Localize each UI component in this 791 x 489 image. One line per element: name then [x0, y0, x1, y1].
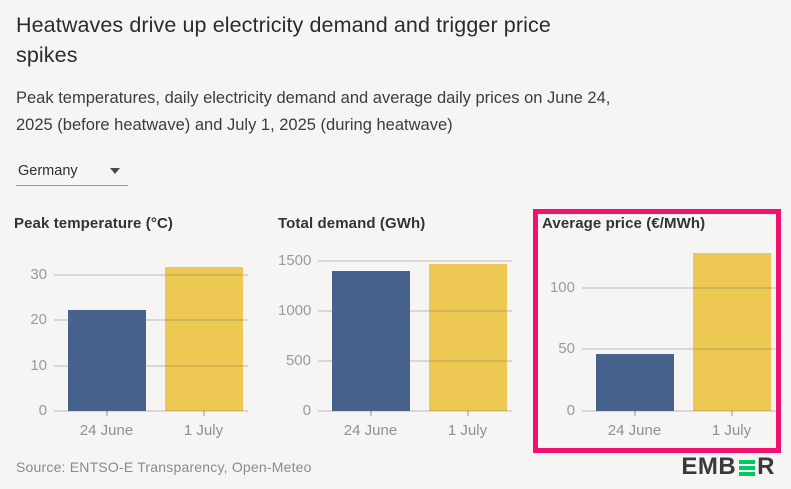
grid-line	[54, 410, 248, 412]
y-axis-tick-label: 20	[30, 311, 47, 329]
x-axis-tick	[369, 411, 372, 416]
x-axis-label: 1 July	[447, 422, 488, 439]
x-axis-tick	[633, 411, 636, 416]
country-dropdown[interactable]: Germany	[16, 161, 128, 186]
bar-24-june	[67, 309, 146, 411]
chart-subtitle-line-1: Peak temperatures, daily electricity dem…	[16, 89, 611, 107]
y-axis-tick-label: 100	[549, 278, 575, 296]
chart-title-peak-temperature: Peak temperature (°C)	[14, 215, 173, 232]
y-axis-tick-label: 0	[302, 402, 311, 419]
x-axis-label: 1 July	[183, 422, 224, 439]
x-axis-label: 1 July	[711, 422, 752, 439]
bar-1-july	[428, 263, 507, 411]
chevron-down-icon	[110, 168, 120, 174]
plot-area: 24 June 1 July 0 50 100	[542, 251, 776, 439]
chart-title-total-demand: Total demand (GWh)	[278, 215, 426, 232]
y-axis-tick-label: 1500	[278, 252, 312, 269]
charts-row: Peak temperature (°C) 24 June 1 July 0 10 20…	[0, 215, 791, 439]
ember-green-e-icon	[739, 459, 756, 477]
y-axis-tick-label: 500	[285, 352, 311, 369]
chart-subtitle-line-2: 2025 (before heatwave) and July 1, 2025 …	[16, 116, 453, 134]
y-axis-tick-label: 1000	[278, 302, 312, 319]
plot-area: 24 June 1 July 0 500 1000 1500	[278, 251, 512, 439]
grid-line	[54, 319, 248, 322]
bar-1-july	[164, 266, 243, 411]
x-axis-tick	[466, 411, 469, 416]
grid-line	[318, 260, 512, 262]
y-axis-tick-label: 30	[30, 266, 47, 284]
page-title-line-1: Heatwaves drive up electricity demand an…	[16, 13, 551, 37]
bar-1-july	[692, 253, 771, 411]
y-axis-tick-label: 10	[30, 356, 47, 374]
x-axis-label: 24 June	[607, 422, 662, 439]
page-title: Heatwaves drive up electricity demand an…	[16, 10, 775, 70]
x-axis-tick	[730, 411, 733, 416]
chart-title-average-price: Average price (€/MWh)	[542, 215, 706, 232]
ember-logo-text-left: EMB	[681, 453, 737, 480]
x-axis-tick	[202, 411, 205, 416]
grid-line	[582, 410, 776, 412]
ember-logo-text-right: R	[757, 453, 775, 480]
y-axis-tick-label: 50	[558, 340, 575, 358]
bar-24-june	[595, 354, 674, 411]
source-text: Source: ENTSO-E Transparency, Open-Meteo	[16, 459, 312, 475]
grid-line	[54, 364, 248, 367]
grid-line	[318, 360, 512, 362]
chart-total-demand: Total demand (GWh) 24 June 1 July 0 500 1000…	[278, 215, 512, 439]
chart-subtitle: Peak temperatures, daily electricity dem…	[16, 85, 775, 139]
grid-line	[318, 410, 512, 412]
x-axis-label: 24 June	[343, 422, 398, 439]
footer: Source: ENTSO-E Transparency, Open-Meteo…	[0, 453, 791, 481]
x-axis-tick	[105, 411, 108, 416]
bar-24-june	[331, 271, 410, 411]
page-title-line-2: spikes	[16, 43, 78, 67]
chart-peak-temperature: Peak temperature (°C) 24 June 1 July 0 10 20…	[14, 215, 248, 439]
ember-logo: EMB R	[681, 453, 775, 481]
grid-line	[318, 310, 512, 312]
plot-area: 24 June 1 July 0 10 20 30	[14, 251, 248, 439]
chart-average-price: Average price (€/MWh) 24 June 1 July 0 50 10…	[542, 215, 776, 439]
y-axis-tick-label: 0	[38, 402, 47, 419]
country-dropdown-value: Germany	[18, 163, 78, 179]
y-axis-tick-label: 0	[566, 402, 575, 419]
grid-line	[54, 274, 248, 277]
grid-line	[582, 348, 776, 351]
grid-line	[582, 286, 776, 289]
x-axis-label: 24 June	[79, 422, 134, 439]
